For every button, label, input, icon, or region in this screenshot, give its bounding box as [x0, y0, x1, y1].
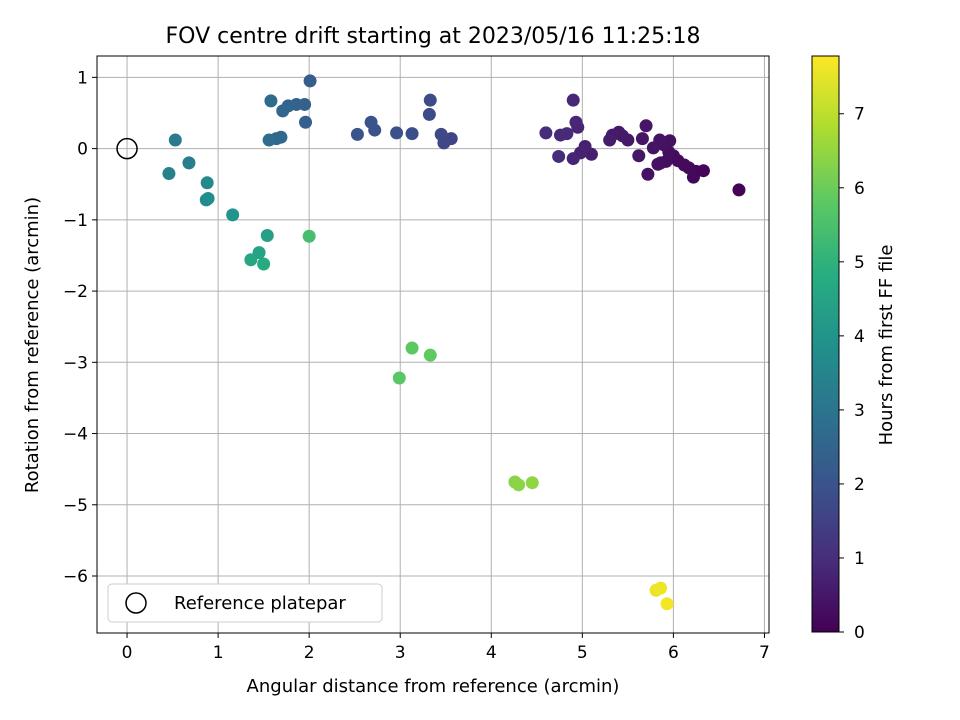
y-axis-label: Rotation from reference (arcmin): [22, 197, 43, 493]
data-point: [641, 167, 655, 181]
x-tick-label: 0: [122, 643, 133, 663]
data-point: [226, 208, 240, 222]
data-point: [422, 107, 436, 121]
y-tick-label: −3: [63, 353, 88, 373]
colorbar: 0 1 2 3 4 5 6 7 Hours from first FF file: [811, 55, 897, 643]
data-point: [405, 127, 419, 141]
data-point: [552, 149, 566, 163]
data-point: [512, 478, 526, 492]
data-point: [660, 597, 674, 611]
y-tick-label: −4: [63, 425, 88, 445]
x-tick-label: 7: [759, 643, 770, 663]
data-point: [423, 93, 437, 107]
data-point: [162, 167, 176, 181]
data-point: [732, 183, 746, 197]
chart-title: FOV centre drift starting at 2023/05/16 …: [166, 24, 701, 49]
colorbar-ticks: 0 1 2 3 4 5 6 7: [839, 105, 865, 643]
data-point: [350, 127, 364, 141]
x-tick-label: 5: [577, 643, 588, 663]
colorbar-tick-label: 3: [854, 401, 865, 421]
data-point: [566, 152, 580, 166]
x-tick-label: 2: [304, 643, 315, 663]
data-point: [423, 348, 437, 362]
data-point: [257, 257, 271, 271]
colorbar-tick-label: 6: [854, 179, 865, 199]
reference-platepar-marker: [116, 137, 138, 160]
data-point: [264, 94, 278, 108]
colorbar-tick-label: 5: [854, 253, 865, 273]
data-point: [632, 149, 646, 163]
data-point: [200, 176, 214, 190]
legend-marker-reference: [125, 592, 147, 614]
data-point: [262, 133, 276, 147]
data-point: [276, 104, 290, 118]
data-point: [654, 581, 668, 595]
colorbar-tick-label: 0: [854, 623, 865, 643]
data-point: [244, 253, 258, 267]
data-point: [651, 157, 665, 171]
data-point: [364, 115, 378, 129]
colorbar-tick-label: 7: [854, 105, 865, 125]
data-point: [553, 128, 567, 142]
data-point: [566, 93, 580, 107]
x-tick-label: 6: [668, 643, 679, 663]
data-point: [405, 341, 419, 355]
y-tick-label: −1: [63, 211, 88, 231]
plot-frame: [96, 55, 770, 634]
data-point: [646, 141, 660, 155]
data-point: [299, 115, 313, 129]
colorbar-tick-label: 4: [854, 327, 865, 347]
data-points: [116, 74, 746, 611]
data-point: [392, 371, 406, 385]
data-point: [539, 126, 553, 140]
data-point: [603, 133, 617, 147]
data-point: [168, 133, 182, 147]
legend-label-reference: Reference platepar: [174, 593, 346, 614]
data-point: [434, 127, 448, 141]
y-tick-label: 1: [77, 68, 88, 88]
x-tick-label: 1: [213, 643, 224, 663]
colorbar-gradient: [811, 55, 840, 633]
x-tick-label: 4: [486, 643, 497, 663]
data-point: [260, 229, 274, 243]
y-tick-label: −5: [63, 496, 88, 516]
data-point: [182, 156, 196, 170]
data-point: [201, 191, 215, 205]
x-tick-label: 3: [395, 643, 406, 663]
y-tick-label: 0: [77, 140, 88, 160]
colorbar-tick-label: 1: [854, 549, 865, 569]
data-point: [303, 74, 317, 88]
y-tick-label: −2: [63, 282, 88, 302]
data-point: [302, 229, 316, 243]
data-point: [639, 119, 653, 133]
data-point: [390, 126, 404, 140]
data-point: [635, 132, 649, 146]
data-point: [525, 476, 539, 490]
y-tick-label: −6: [63, 567, 88, 587]
colorbar-tick-label: 2: [854, 475, 865, 495]
plot-axes: 0 1 2 3 4 5 6 7 1 0 −1 −2 −3 −4 −5 −6: [63, 55, 770, 663]
data-point: [569, 115, 583, 129]
colorbar-label: Hours from first FF file: [876, 245, 897, 446]
x-axis-label: Angular distance from reference (arcmin): [247, 676, 620, 697]
legend-box: [107, 583, 383, 623]
legend: Reference platepar: [107, 583, 383, 623]
